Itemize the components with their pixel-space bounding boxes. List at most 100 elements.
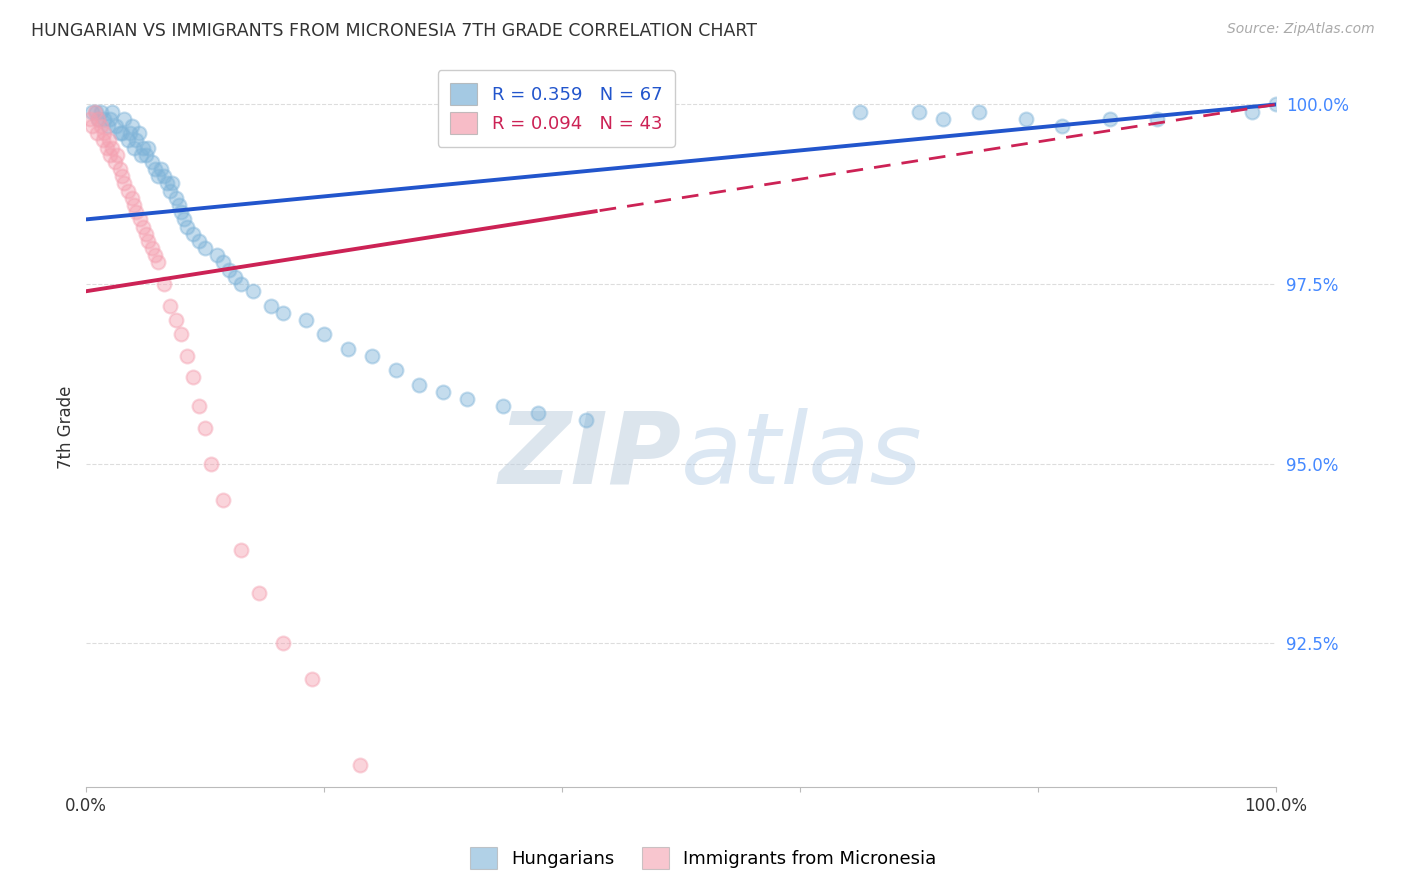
Point (96, 140, 118, 154)
Text: ZIP: ZIP (498, 408, 681, 505)
Point (135, 147, 157, 161)
Point (188, 234, 211, 248)
Point (121, 191, 143, 205)
Point (247, 586, 270, 600)
Text: Source: ZipAtlas.com: Source: ZipAtlas.com (1227, 22, 1375, 37)
Point (1098, 112, 1121, 126)
Point (84, 104, 107, 119)
Point (98, 147, 121, 161)
Point (967, 104, 990, 119)
Point (337, 342, 360, 356)
Point (125, 133, 148, 147)
Point (218, 262, 240, 277)
Point (112, 112, 135, 126)
Point (271, 306, 294, 320)
Point (1265, 97, 1288, 112)
Point (122, 198, 145, 212)
Point (1015, 112, 1038, 126)
Point (194, 420, 217, 434)
Point (90, 119, 112, 133)
Point (159, 299, 181, 313)
Point (176, 349, 198, 363)
Point (128, 212, 150, 227)
Point (129, 147, 152, 161)
Point (108, 162, 131, 177)
Point (125, 205, 148, 219)
Point (82, 119, 104, 133)
Point (349, 758, 371, 772)
Point (112, 177, 135, 191)
Point (91, 133, 114, 147)
Point (150, 162, 173, 177)
Point (128, 126, 150, 140)
Point (82, 104, 104, 119)
Point (1241, 104, 1264, 119)
Point (408, 377, 430, 392)
Point (132, 219, 155, 234)
Point (173, 212, 195, 227)
Point (87, 112, 110, 126)
Point (121, 119, 143, 133)
Point (83, 104, 105, 119)
Point (176, 219, 198, 234)
Point (200, 457, 222, 471)
Point (156, 177, 179, 191)
Point (117, 133, 139, 147)
Point (97, 133, 120, 147)
Point (87, 112, 110, 126)
Point (242, 284, 264, 298)
Point (170, 205, 193, 219)
Point (229, 277, 252, 291)
Point (527, 406, 550, 420)
Point (314, 327, 336, 342)
Legend: R = 0.359   N = 67, R = 0.094   N = 43: R = 0.359 N = 67, R = 0.094 N = 43 (437, 70, 675, 147)
Point (132, 140, 155, 154)
Legend: Hungarians, Immigrants from Micronesia: Hungarians, Immigrants from Micronesia (461, 838, 945, 879)
Point (212, 492, 235, 507)
Point (932, 112, 955, 126)
Point (120, 126, 142, 140)
Point (271, 636, 294, 650)
Point (86, 126, 108, 140)
Point (224, 269, 246, 284)
Point (152, 169, 174, 184)
Point (146, 255, 169, 269)
Point (1050, 119, 1073, 133)
Point (183, 227, 205, 241)
Point (101, 104, 124, 119)
Point (205, 248, 228, 262)
Point (432, 384, 454, 399)
Point (188, 399, 211, 413)
Point (152, 277, 174, 291)
Point (492, 399, 515, 413)
Point (141, 241, 163, 255)
Point (165, 191, 187, 205)
Point (212, 255, 235, 269)
Point (105, 147, 128, 161)
Point (117, 184, 139, 198)
Point (848, 104, 870, 119)
Point (165, 313, 187, 327)
Point (108, 126, 131, 140)
Point (170, 327, 193, 342)
Y-axis label: 7th Grade: 7th Grade (58, 386, 75, 469)
Point (143, 248, 166, 262)
Point (93, 126, 115, 140)
Point (97, 119, 120, 133)
Point (167, 198, 190, 212)
Text: atlas: atlas (681, 408, 922, 505)
Point (136, 140, 159, 154)
Point (105, 119, 128, 133)
Point (260, 299, 283, 313)
Text: HUNGARIAN VS IMMIGRANTS FROM MICRONESIA 7TH GRADE CORRELATION CHART: HUNGARIAN VS IMMIGRANTS FROM MICRONESIA … (31, 22, 756, 40)
Point (301, 672, 323, 686)
Point (384, 363, 406, 377)
Point (146, 169, 169, 184)
Point (575, 413, 598, 427)
Point (295, 313, 318, 327)
Point (908, 104, 931, 119)
Point (360, 349, 382, 363)
Point (456, 392, 478, 406)
Point (79, 112, 101, 126)
Point (135, 227, 157, 241)
